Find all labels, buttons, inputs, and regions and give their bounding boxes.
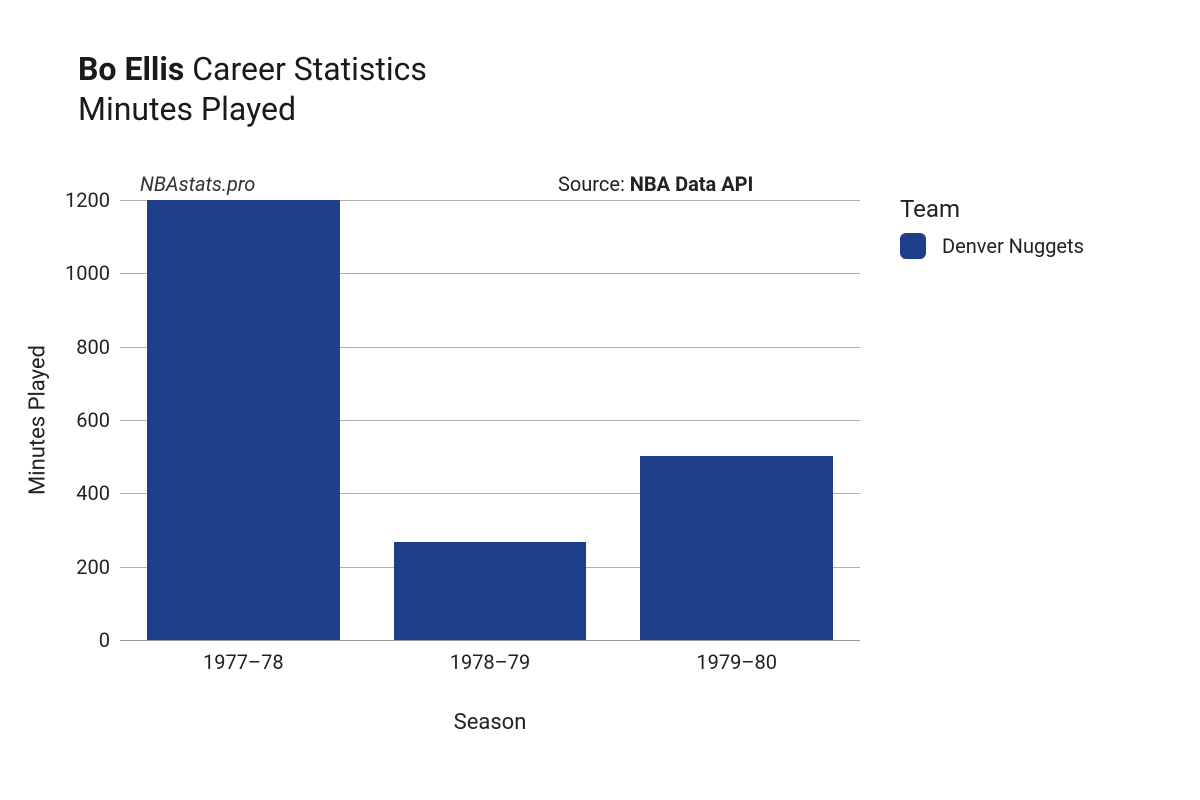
x-tick-label: 1979–80: [696, 650, 777, 674]
y-tick-label: 200: [76, 555, 110, 579]
chart-title-rest: Career Statistics: [184, 50, 427, 88]
bar: [394, 542, 586, 640]
y-tick-label: 1000: [65, 261, 110, 285]
legend-label: Denver Nuggets: [942, 234, 1084, 258]
x-tick-label: 1977–78: [203, 650, 284, 674]
y-tick-label: 800: [76, 335, 110, 359]
legend-title: Team: [900, 195, 1084, 223]
bar: [147, 200, 339, 640]
x-tick-label: 1978–79: [450, 650, 531, 674]
gridline: [120, 640, 860, 641]
source-name: NBA Data API: [630, 172, 754, 196]
source-prefix: Source:: [558, 172, 630, 196]
legend-item: Denver Nuggets: [900, 233, 1084, 259]
legend: Team Denver Nuggets: [900, 195, 1084, 259]
source-text: Source: NBA Data API: [558, 172, 753, 196]
chart-container: Bo Ellis Career Statistics Minutes Playe…: [0, 0, 1200, 800]
chart-title-bold: Bo Ellis: [78, 50, 184, 88]
chart-title-block: Bo Ellis Career Statistics Minutes Playe…: [78, 50, 427, 129]
watermark-text: NBAstats.pro: [140, 172, 255, 196]
chart-subtitle: Minutes Played: [78, 90, 427, 128]
y-tick-label: 0: [99, 628, 110, 652]
y-tick-label: 400: [76, 481, 110, 505]
y-axis-title: Minutes Played: [26, 345, 51, 495]
y-tick-label: 600: [76, 408, 110, 432]
chart-title: Bo Ellis Career Statistics: [78, 50, 427, 88]
y-tick-label: 1200: [65, 188, 110, 212]
legend-swatch: [900, 233, 926, 259]
bar: [640, 456, 832, 640]
plot-area: 0200400600800100012001977–781978–791979–…: [120, 200, 860, 640]
x-axis-title: Season: [454, 710, 527, 735]
